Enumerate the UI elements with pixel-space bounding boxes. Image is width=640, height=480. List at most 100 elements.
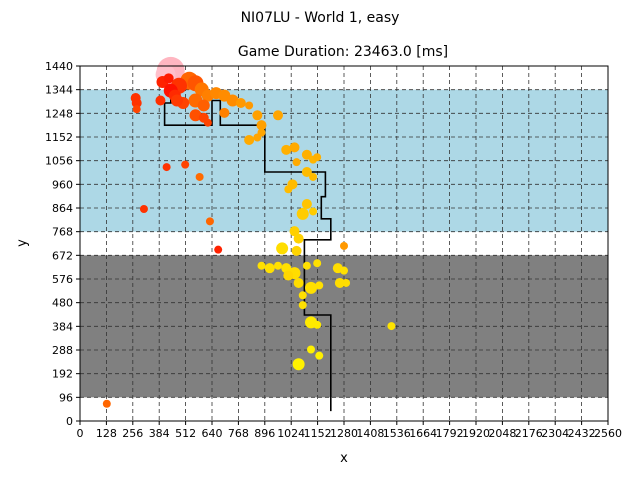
data-point: [313, 153, 322, 162]
data-point: [334, 277, 345, 288]
data-point: [291, 245, 302, 256]
data-point: [298, 301, 307, 310]
x-tick-label: 2304: [541, 427, 569, 440]
data-point: [195, 172, 204, 181]
y-tick-label: 0: [66, 415, 73, 428]
x-axis-label: x: [340, 451, 348, 466]
x-tick-label: 1664: [409, 427, 437, 440]
data-point: [274, 261, 282, 270]
y-tick-label: 768: [52, 226, 73, 239]
y-tick-label: 384: [52, 320, 73, 333]
data-point: [197, 99, 210, 112]
data-point: [162, 163, 171, 172]
data-point: [264, 263, 275, 274]
data-point: [155, 95, 166, 106]
x-tick-label: 512: [175, 427, 196, 440]
data-point: [313, 320, 322, 329]
data-point: [189, 109, 202, 122]
scatter-points: [102, 56, 396, 408]
x-tick-label: 1536: [383, 427, 411, 440]
data-point: [302, 261, 311, 270]
y-tick-label: 672: [52, 249, 73, 262]
data-point: [273, 110, 283, 121]
data-point: [131, 97, 142, 108]
data-point: [293, 233, 304, 244]
x-tick-label: 2432: [568, 427, 596, 440]
data-point: [219, 107, 230, 118]
data-point: [252, 110, 263, 121]
data-point: [315, 281, 324, 290]
x-tick-label: 2048: [488, 427, 516, 440]
x-tick-label: 896: [254, 427, 275, 440]
y-axis-label: y: [15, 239, 30, 247]
y-tick-label: 480: [52, 297, 73, 310]
x-tick-label: 1152: [304, 427, 332, 440]
data-point: [301, 199, 312, 210]
data-point: [256, 120, 267, 131]
y-tick-label: 1440: [45, 60, 73, 73]
player-path: [163, 75, 332, 412]
data-point: [203, 118, 212, 127]
data-point: [257, 261, 266, 270]
data-point: [309, 207, 318, 216]
data-point: [102, 399, 111, 408]
y-tick-label: 864: [52, 202, 73, 215]
data-point: [387, 322, 396, 331]
y-tick-label: 96: [59, 391, 73, 404]
data-point: [214, 245, 223, 254]
data-point: [226, 94, 239, 107]
data-point: [301, 167, 312, 178]
x-tick-label: 256: [122, 427, 143, 440]
x-tick-label: 1792: [436, 427, 464, 440]
x-tick-label: 1280: [330, 427, 358, 440]
y-tick-label: 576: [52, 273, 73, 286]
data-point: [205, 217, 214, 226]
data-point: [340, 241, 348, 250]
data-point: [170, 94, 183, 107]
data-point: [305, 281, 317, 294]
chart-figure-title: NI07LU - World 1, easy: [241, 10, 400, 26]
data-point: [309, 172, 318, 181]
data-point: [281, 144, 292, 155]
x-tick-label: 2560: [594, 427, 622, 440]
data-point: [296, 207, 309, 220]
x-tick-label: 2176: [515, 427, 543, 440]
x-axis-ticks: 0 128 256 384 512 640 768 896 102411521280140815…: [77, 421, 622, 440]
data-point: [292, 158, 301, 167]
data-point: [235, 97, 246, 108]
y-tick-label: 1056: [45, 155, 73, 168]
data-point: [276, 242, 289, 255]
data-point: [284, 185, 293, 194]
data-point: [298, 291, 307, 300]
y-tick-label: 1248: [45, 107, 73, 120]
x-tick-label: 128: [96, 427, 117, 440]
x-tick-label: 640: [202, 427, 223, 440]
data-point: [301, 149, 312, 160]
y-tick-label: 1344: [45, 84, 73, 97]
y-tick-label: 192: [52, 368, 73, 381]
data-point: [293, 277, 304, 288]
y-axis-ticks: 0 96 192 288 384 480 576 672 768 864 960 1056 1152 12…: [45, 60, 80, 428]
x-tick-label: 1920: [462, 427, 490, 440]
data-point: [342, 278, 351, 287]
data-point: [245, 101, 254, 110]
data-point: [283, 270, 294, 281]
data-point: [292, 358, 305, 371]
data-point: [244, 134, 255, 145]
y-tick-label: 288: [52, 344, 73, 357]
x-tick-label: 384: [149, 427, 170, 440]
data-point: [253, 133, 262, 142]
data-point: [313, 259, 322, 268]
chart-subtitle: Game Duration: 23463.0 [ms]: [238, 44, 448, 60]
x-tick-label: 1024: [277, 427, 305, 440]
path-line: [163, 75, 332, 412]
y-tick-label: 1152: [45, 131, 73, 144]
data-point: [315, 351, 324, 360]
x-tick-label: 768: [228, 427, 249, 440]
x-tick-label: 1408: [356, 427, 384, 440]
data-point: [132, 105, 141, 114]
y-tick-label: 960: [52, 178, 73, 191]
data-point: [289, 226, 300, 237]
x-tick-label: 0: [77, 427, 84, 440]
